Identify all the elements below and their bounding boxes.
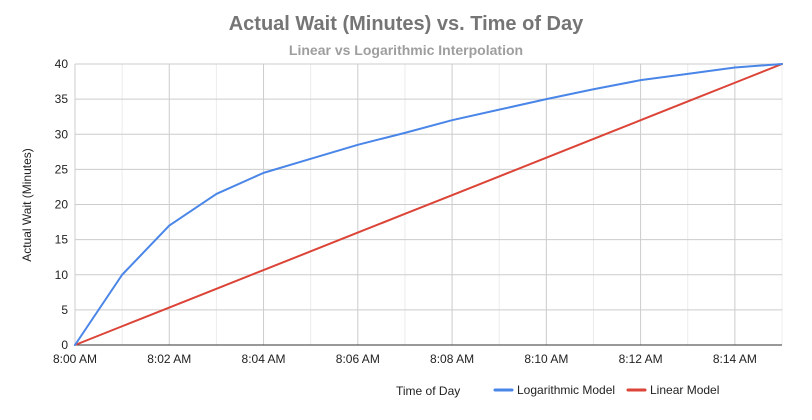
y-tick-label: 30: [55, 127, 69, 141]
y-tick-label: 0: [61, 338, 68, 352]
x-tick-label: 8:04 AM: [242, 352, 286, 366]
x-axis-ticks: 8:00 AM 8:02 AM 8:04 AM 8:06 AM 8:08 AM 8:10 …: [53, 352, 757, 366]
y-tick-label: 10: [55, 268, 69, 282]
chart-title: Actual Wait (Minutes) vs. Time of Day: [229, 13, 584, 35]
x-tick-label: 8:06 AM: [336, 352, 380, 366]
y-tick-label: 15: [55, 233, 69, 247]
x-tick-label: 8:00 AM: [53, 352, 97, 366]
legend-label: Linear Model: [650, 383, 719, 397]
legend: Logarithmic Model Linear Model: [493, 383, 719, 397]
legend-label: Logarithmic Model: [517, 383, 615, 397]
y-tick-label: 40: [55, 57, 69, 71]
x-axis-label: Time of Day: [396, 384, 460, 398]
series-line-linear-model: [74, 63, 783, 346]
gridlines: [74, 63, 783, 346]
y-tick-label: 20: [55, 198, 69, 212]
series-line-logarithmic-model: [74, 63, 783, 346]
y-tick-label: 5: [61, 303, 68, 317]
x-tick-label: 8:14 AM: [713, 352, 757, 366]
y-axis-label: Actual Wait (Minutes): [20, 148, 34, 262]
chart-subtitle: Linear vs Logarithmic Interpolation: [289, 42, 523, 58]
y-tick-label: 25: [55, 162, 69, 176]
x-tick-label: 8:12 AM: [619, 352, 663, 366]
x-tick-label: 8:02 AM: [147, 352, 191, 366]
series-lines: [74, 63, 783, 346]
y-tick-label: 35: [55, 92, 69, 106]
y-axis-ticks: 0 5 10 15 20 25 30 35 40: [55, 57, 69, 352]
x-tick-label: 8:10 AM: [524, 352, 568, 366]
x-tick-label: 8:08 AM: [430, 352, 474, 366]
